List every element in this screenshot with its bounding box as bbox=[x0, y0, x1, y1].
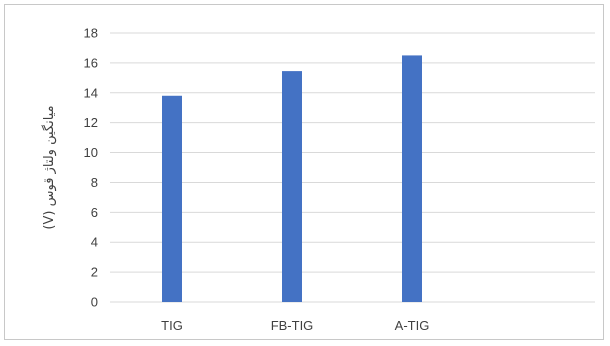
y-tick-label: 18 bbox=[84, 26, 98, 41]
x-tick-labels: TIG FB-TIG A-TIG bbox=[161, 318, 429, 333]
y-tick-label: 4 bbox=[91, 235, 98, 250]
x-tick-label: FB-TIG bbox=[271, 318, 314, 333]
y-tick-labels: 0 2 4 6 8 10 12 14 16 18 bbox=[84, 26, 98, 310]
y-tick-label: 14 bbox=[84, 85, 98, 100]
y-tick-label: 6 bbox=[91, 205, 98, 220]
y-axis-title: میانگین ولتاژ قوس (V) bbox=[41, 105, 57, 229]
y-tick-label: 16 bbox=[84, 55, 98, 70]
x-tick-label: TIG bbox=[161, 318, 183, 333]
bar-tig bbox=[162, 95, 182, 303]
bars bbox=[162, 55, 422, 303]
y-tick-label: 12 bbox=[84, 115, 98, 130]
y-tick-label: 10 bbox=[84, 145, 98, 160]
x-tick-label: A-TIG bbox=[395, 318, 430, 333]
y-tick-label: 8 bbox=[91, 175, 98, 190]
bar-chart: 0 2 4 6 8 10 12 14 16 18 TIG FB-TIG A-TIG میانگین و… bbox=[41, 26, 595, 333]
y-tick-label: 2 bbox=[91, 265, 98, 280]
bar-a-tig bbox=[402, 55, 422, 302]
gridlines bbox=[110, 32, 595, 303]
bar-fb-tig bbox=[282, 71, 302, 302]
chart-frame: 0 2 4 6 8 10 12 14 16 18 TIG FB-TIG A-TIG میانگین و… bbox=[4, 4, 604, 340]
y-tick-label: 0 bbox=[91, 295, 98, 310]
